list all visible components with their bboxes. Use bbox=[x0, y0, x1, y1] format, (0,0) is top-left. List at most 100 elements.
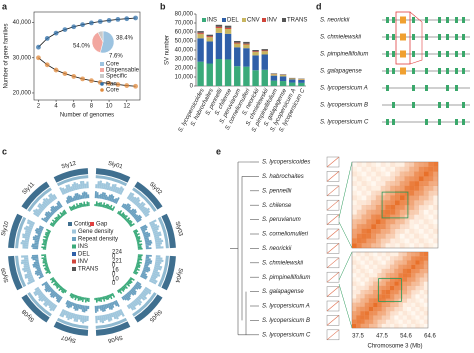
hic-cell bbox=[385, 181, 391, 186]
hic-cell bbox=[398, 281, 403, 286]
data-point bbox=[106, 81, 112, 86]
repeat-density bbox=[145, 241, 153, 245]
hic-cell bbox=[398, 323, 403, 329]
hic-cell bbox=[390, 302, 395, 307]
bar-segment bbox=[298, 79, 305, 83]
repeat-density bbox=[127, 291, 132, 296]
repeat-density bbox=[44, 213, 51, 219]
chromosome-label: Sly09 bbox=[1, 266, 11, 283]
repeat-density bbox=[33, 261, 40, 264]
hic-cell bbox=[356, 281, 361, 286]
y-tick-label: 10,000 bbox=[175, 75, 194, 81]
ins-track bbox=[75, 203, 79, 209]
hic-cell bbox=[424, 210, 429, 215]
ins-track bbox=[103, 204, 107, 208]
ins-track bbox=[47, 230, 51, 234]
ins-track bbox=[137, 259, 140, 262]
repeat-density bbox=[50, 289, 54, 293]
hic-cell bbox=[404, 224, 410, 229]
hic-cell bbox=[433, 228, 439, 234]
hic-cell bbox=[352, 277, 357, 282]
ins-track bbox=[53, 280, 57, 283]
hic-cell bbox=[390, 298, 395, 303]
ins-track bbox=[98, 202, 101, 207]
hic-cell bbox=[409, 228, 415, 234]
hic-cell bbox=[418, 185, 424, 191]
species-name: S. habrochaites bbox=[262, 174, 304, 180]
hic-cell bbox=[395, 228, 400, 234]
hic-cell bbox=[385, 252, 391, 257]
legend-swatch bbox=[100, 82, 104, 86]
exon bbox=[386, 17, 389, 23]
panel-label: e bbox=[216, 146, 221, 156]
gene-density bbox=[151, 274, 158, 279]
legend-label: Contig bbox=[74, 222, 91, 228]
repeat-density bbox=[41, 217, 48, 223]
gene-density bbox=[38, 294, 46, 302]
hic-cell bbox=[356, 243, 362, 249]
exon bbox=[462, 51, 465, 57]
legend-label: Core bbox=[106, 62, 120, 68]
repeat-density bbox=[81, 192, 85, 199]
hic-cell bbox=[390, 281, 395, 286]
hic-cell bbox=[423, 171, 429, 177]
hic-cell bbox=[395, 209, 400, 215]
repeat-density bbox=[72, 197, 75, 202]
repeat-density bbox=[72, 302, 75, 307]
hic-cell bbox=[352, 190, 357, 196]
gene-density bbox=[78, 184, 82, 190]
hic-cell bbox=[356, 214, 362, 220]
panel-label: d bbox=[316, 1, 322, 11]
hic-cell bbox=[423, 290, 429, 295]
hic-cell bbox=[399, 219, 405, 225]
hic-cell bbox=[356, 277, 360, 281]
gene-density bbox=[21, 266, 31, 271]
chromosome-ring bbox=[95, 168, 131, 183]
gene-density bbox=[117, 309, 122, 316]
hic-cell bbox=[395, 162, 400, 167]
hic-cell bbox=[428, 238, 433, 243]
hic-cell bbox=[380, 171, 386, 177]
gene-density bbox=[99, 315, 102, 323]
hic-cell bbox=[402, 285, 407, 291]
ins-track bbox=[128, 220, 133, 225]
hic-cell bbox=[356, 264, 361, 269]
ins-track bbox=[137, 257, 142, 259]
hic-cell bbox=[406, 277, 412, 282]
bar-segment bbox=[270, 75, 278, 81]
repeat-density bbox=[32, 236, 40, 240]
ins-track bbox=[118, 210, 123, 215]
hic-cell bbox=[395, 190, 400, 196]
exon bbox=[425, 34, 428, 40]
hic-cell bbox=[398, 320, 402, 324]
y-tick-label: 60,000 bbox=[175, 30, 194, 36]
ins-track bbox=[64, 289, 68, 294]
ins-track bbox=[58, 285, 62, 289]
repeat-density bbox=[109, 194, 114, 202]
scale-label: 10 bbox=[112, 277, 119, 283]
repeat-density bbox=[145, 259, 153, 263]
hic-cell bbox=[375, 233, 381, 239]
repeat-density bbox=[125, 204, 131, 211]
repeat-density bbox=[96, 192, 99, 199]
gene-density bbox=[32, 209, 41, 216]
hic-cell bbox=[356, 176, 362, 182]
hic-cell bbox=[414, 200, 419, 206]
hic-cell bbox=[385, 264, 391, 269]
hic-cell bbox=[394, 311, 399, 316]
hic-cell bbox=[409, 205, 415, 210]
bar-segment bbox=[215, 26, 223, 28]
ins-track bbox=[136, 239, 141, 242]
chromosome-label: Sly12 bbox=[61, 161, 78, 171]
ins-track bbox=[60, 288, 65, 293]
gene-density bbox=[23, 262, 30, 266]
hic-cell bbox=[414, 209, 419, 215]
bar-segment bbox=[270, 74, 278, 76]
hic-cell bbox=[418, 190, 424, 196]
repeat-density bbox=[142, 269, 149, 273]
data-point bbox=[80, 76, 85, 82]
repeat-density bbox=[78, 194, 82, 200]
hic-cell bbox=[385, 209, 391, 215]
mini-diag bbox=[326, 214, 340, 225]
